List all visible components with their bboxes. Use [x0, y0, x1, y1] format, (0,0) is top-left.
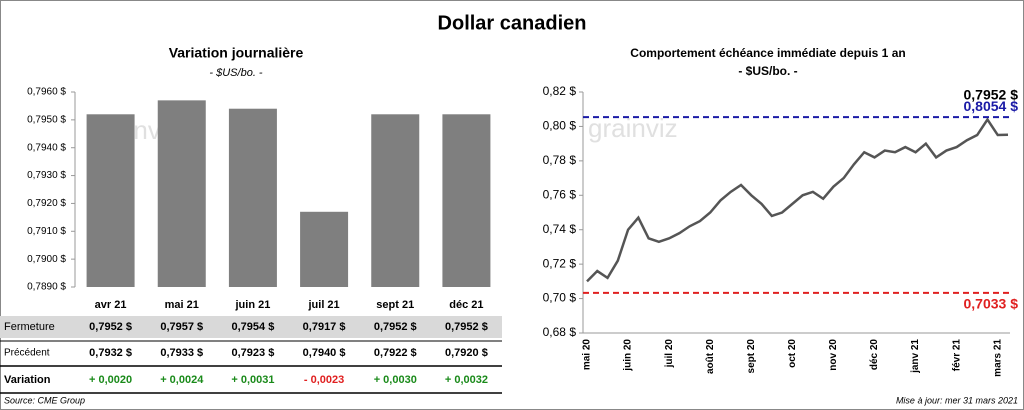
- table-cell: - 0,0023: [304, 374, 344, 386]
- x-tick-label: oct 20: [787, 339, 798, 368]
- row-label: Précédent: [4, 348, 50, 359]
- bar: [157, 100, 206, 287]
- bar: [442, 114, 491, 288]
- x-tick-label: mai 20: [582, 339, 593, 371]
- y-tick-label: 0,7920 $: [27, 198, 66, 209]
- x-tick-label: avr 21: [95, 299, 127, 311]
- y-tick-label: 0,76 $: [543, 187, 577, 201]
- watermark: grainviz: [588, 113, 678, 143]
- table-cell: 0,7952 $: [445, 321, 488, 333]
- x-tick-label: déc 20: [869, 339, 880, 371]
- y-tick-label: 0,7900 $: [27, 254, 66, 265]
- line: [586, 117, 1009, 283]
- x-tick-label: juil 21: [307, 299, 339, 311]
- table-cell: 0,7922 $: [374, 347, 417, 359]
- table-cell: 0,7923 $: [232, 347, 275, 359]
- table-cell: + 0,0024: [160, 374, 204, 386]
- y-tick-label: 0,80 $: [543, 119, 577, 133]
- table-cell: 0,7917 $: [303, 321, 346, 333]
- chart-title: Variation journalière: [169, 45, 304, 61]
- y-tick-label: 0,70 $: [543, 291, 577, 305]
- table-cell: + 0,0032: [445, 374, 488, 386]
- x-tick-label: mars 21: [992, 339, 1003, 377]
- x-tick-label: déc 21: [449, 299, 483, 311]
- y-tick-label: 0,7930 $: [27, 170, 66, 181]
- table-cell: 0,7920 $: [445, 347, 488, 359]
- table-cell: + 0,0031: [231, 374, 274, 386]
- y-tick-label: 0,78 $: [543, 153, 577, 167]
- bar: [300, 211, 349, 287]
- table-cell: 0,7932 $: [89, 347, 132, 359]
- reference-label: 0,7033 $: [964, 296, 1019, 312]
- table-cell: 0,7954 $: [232, 321, 275, 333]
- x-tick-label: août 20: [705, 339, 716, 374]
- y-tick-label: 0,74 $: [543, 222, 577, 236]
- chart-title: Comportement échéance immédiate depuis 1…: [630, 46, 905, 60]
- bar: [371, 114, 420, 288]
- table-cell: 0,7952 $: [374, 321, 417, 333]
- updated: Mise à jour: mer 31 mars 2021: [896, 395, 1018, 405]
- x-tick-label: juin 20: [623, 339, 634, 372]
- page-title: Dollar canadien: [438, 12, 587, 34]
- x-tick-label: mai 21: [165, 299, 199, 311]
- bar: [228, 108, 277, 287]
- y-tick-label: 0,72 $: [543, 256, 577, 270]
- x-tick-label: janv 21: [910, 339, 921, 374]
- x-tick-label: sept 20: [746, 339, 757, 374]
- y-tick-label: 0,7890 $: [27, 282, 66, 293]
- row-label: Fermeture: [4, 321, 55, 333]
- reference-label: 0,8054 $: [964, 98, 1019, 114]
- row-label: Variation: [4, 374, 51, 386]
- y-tick-label: 0,68 $: [543, 325, 577, 339]
- source: Source: CME Group: [4, 395, 85, 405]
- y-tick-label: 0,82 $: [543, 84, 577, 98]
- x-tick-label: févr 21: [951, 339, 962, 372]
- chart-subtitle: - $US/bo. -: [209, 67, 263, 79]
- x-tick-label: juin 21: [234, 299, 270, 311]
- table-cell: + 0,0030: [374, 374, 417, 386]
- table-cell: 0,7957 $: [160, 321, 203, 333]
- table-cell: 0,7940 $: [303, 347, 346, 359]
- bar: [86, 114, 135, 288]
- x-tick-label: nov 20: [828, 339, 839, 371]
- row-band: [0, 316, 502, 338]
- y-tick-label: 0,7910 $: [27, 226, 66, 237]
- y-tick-label: 0,7950 $: [27, 114, 66, 125]
- annotation: 0,7952 $: [964, 87, 1019, 103]
- y-tick-label: 0,7960 $: [27, 87, 66, 98]
- y-tick-label: 0,7940 $: [27, 142, 66, 153]
- table-cell: 0,7952 $: [89, 321, 132, 333]
- table-cell: + 0,0020: [89, 374, 132, 386]
- table-cell: 0,7933 $: [160, 347, 203, 359]
- chart-subtitle: - $US/bo. -: [738, 64, 797, 78]
- x-tick-label: sept 21: [376, 299, 414, 311]
- x-tick-label: juil 20: [664, 339, 675, 369]
